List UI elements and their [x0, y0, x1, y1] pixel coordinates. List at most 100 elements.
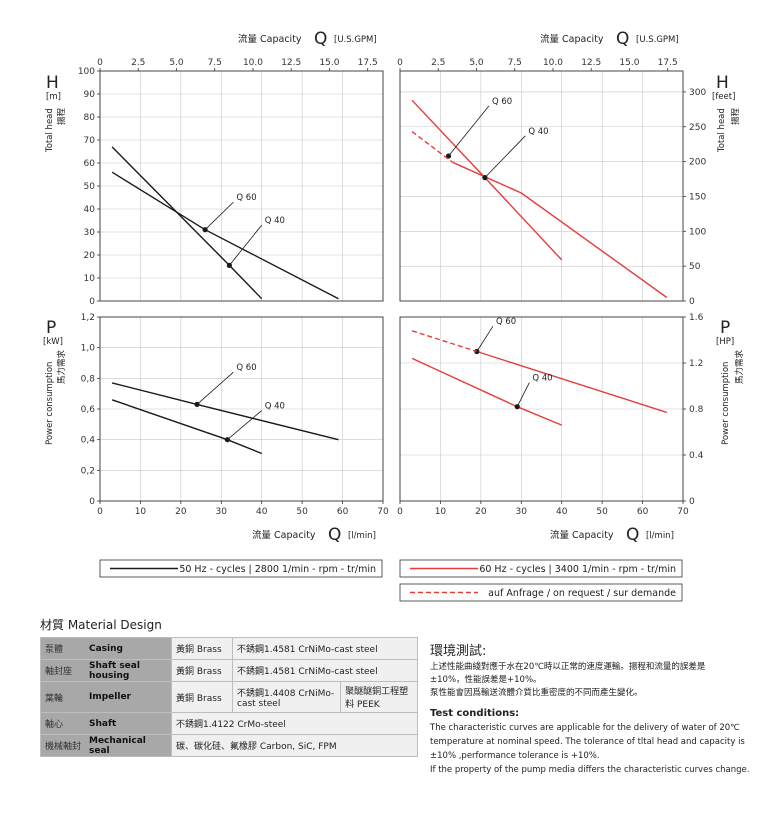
p-symbol-left: P	[46, 318, 56, 338]
callout-line	[227, 410, 262, 440]
y-tick-label: 250	[689, 123, 706, 133]
q-symbol-top-left: Q	[314, 29, 327, 49]
q-symbol-top-right: Q	[616, 29, 629, 49]
test-title-zh: 環境測試:	[430, 644, 487, 659]
h-unit-feet: [feet]	[712, 92, 735, 102]
p-symbol-right: P	[720, 318, 730, 338]
y-tick-label: 0.4	[689, 451, 704, 461]
table-row: 葉輪 Impeller 黃銅 Brass 不銹鋼1.4408 CrNiMo-ca…	[40, 681, 418, 713]
x-tick-label: 30	[516, 507, 528, 517]
plot-frame	[99, 70, 384, 302]
gpm-unit-right: [U.S.GPM]	[636, 35, 679, 45]
series-line	[476, 350, 668, 414]
power-zh-left: 馬力需求	[56, 349, 67, 384]
top-tick-label: 15.0	[619, 58, 639, 68]
power-label-left: Power consumption	[45, 362, 55, 445]
test-line-zh: 上述性能曲綫對應于水在20℃時以正常的速度運輸。揚程和流量的誤差是	[430, 662, 706, 672]
lmin-unit-right: [l/min]	[646, 531, 674, 541]
y-tick-label: 70	[84, 136, 96, 146]
chart-power-50hz: 0 0,2 0,4 0,6 0,8 1,0 1,2 0 10 20 30 40 50 60 70 Q 60 Q …	[81, 313, 389, 517]
head-zh-left: 揚程	[56, 107, 67, 125]
y-tick-label: 150	[689, 192, 706, 202]
y-tick-label: 1,2	[81, 313, 95, 323]
y-tick-label: 80	[84, 113, 96, 123]
y-tick-label: 0,8	[81, 374, 96, 384]
material-value: 黃銅 Brass	[171, 681, 233, 713]
top-tick-label: 15.0	[319, 58, 339, 68]
power-zh-right: 馬力需求	[734, 349, 745, 384]
y-tick-label: 50	[689, 262, 701, 272]
test-title-en: Test conditions:	[430, 708, 520, 719]
y-tick-label: 40	[84, 205, 96, 215]
plot-frame	[399, 316, 684, 502]
callout-label: Q 40	[265, 216, 285, 226]
legend-text-60hz: 60 Hz - cycles | 3400 1/min - rpm - tr/m…	[479, 564, 676, 575]
top-capacity-label-left: 流量 Capacity	[238, 33, 302, 45]
material-part-en: Mechanical seal	[85, 734, 172, 757]
gpm-unit-left: [U.S.GPM]	[334, 35, 377, 45]
test-conditions: 環境測試: 上述性能曲綫對應于水在20℃時以正常的速度運輸。揚程和流量的誤差是 …	[430, 640, 750, 777]
legend-box-60hz	[399, 559, 683, 578]
top-tick-label: 7.5	[208, 58, 222, 68]
top-tick-label: 12.5	[581, 58, 601, 68]
x-tick-label: 50	[296, 507, 308, 517]
x-tick-label: 40	[556, 507, 568, 517]
series-line	[111, 171, 339, 300]
top-tick-label: 17.5	[658, 58, 678, 68]
y-tick-label: 0,4	[81, 436, 96, 446]
top-tick-label: 10.0	[243, 58, 263, 68]
material-part-zh: 機械軸封	[40, 734, 85, 757]
material-part-en: Impeller	[85, 681, 172, 713]
chart-power-60hz: 0 0.4 0.8 1.2 1.6 0 10 20 30 40 50 60 70 Q 60 Q 40	[397, 313, 703, 517]
chart-head-60hz: 0 50 100 150 200 250 300 0 2.5 5.0 7.5 10.0 12.5 15.0…	[397, 58, 706, 307]
y-tick-label: 0	[89, 497, 95, 507]
material-table: 泵體 Casing 黃銅 Brass 不銹鋼1.4581 CrNiMo-cast…	[40, 637, 418, 757]
y-tick-label: 30	[84, 228, 96, 238]
q-symbol-bottom-right: Q	[626, 525, 639, 545]
callout-label: Q 40	[265, 402, 285, 412]
bottom-capacity-label-left: 流量 Capacity	[252, 529, 316, 541]
lmin-unit-left: [l/min]	[348, 531, 376, 541]
y-tick-label: 0	[689, 297, 695, 307]
power-label-right: Power consumption	[721, 362, 731, 445]
series-line	[411, 131, 454, 163]
table-row: 軸封座 Shaft seal housing 黃銅 Brass 不銹鋼1.458…	[40, 659, 418, 682]
callout-label: Q 60	[236, 193, 256, 203]
series-line	[411, 330, 478, 353]
y-tick-label: 1.2	[689, 359, 703, 369]
top-tick-label: 12.5	[281, 58, 301, 68]
top-tick-label: 5.0	[169, 58, 184, 68]
x-tick-label: 0	[397, 507, 403, 517]
y-tick-label: 0	[689, 497, 695, 507]
y-tick-label: 300	[689, 88, 706, 98]
pump-curve-charts: 流量 Capacity Q [U.S.GPM] 流量 Capacity Q [U…	[43, 29, 745, 602]
table-row: 泵體 Casing 黃銅 Brass 不銹鋼1.4581 CrNiMo-cast…	[40, 637, 418, 660]
plot-frame	[399, 70, 684, 302]
material-part-zh: 軸心	[40, 712, 85, 735]
material-part-zh: 軸封座	[40, 659, 85, 682]
top-tick-label: 2.5	[431, 58, 445, 68]
material-value: 不銹鋼1.4122 CrMo-steel	[171, 712, 418, 735]
y-tick-label: 100	[78, 67, 95, 77]
y-tick-label: 90	[84, 90, 96, 100]
h-symbol-left: H	[46, 73, 59, 93]
callout-label: Q 40	[532, 374, 552, 384]
x-tick-label: 10	[435, 507, 447, 517]
callout-line	[516, 382, 530, 407]
h-symbol-right: H	[716, 73, 729, 93]
x-tick-label: 70	[377, 507, 389, 517]
legend-text-50hz: 50 Hz - cycles | 2800 1/min - rpm - tr/m…	[179, 564, 376, 575]
x-tick-label: 30	[216, 507, 228, 517]
x-tick-label: 0	[97, 507, 103, 517]
legend-box-request	[399, 583, 683, 602]
top-tick-label: 17.5	[358, 58, 378, 68]
material-value: 碳、碳化硅、氟橡膠 Carbon, SiC, FPM	[171, 734, 418, 757]
x-tick-label: 10	[135, 507, 147, 517]
material-value: 黃銅 Brass	[171, 659, 233, 682]
callout-line	[204, 201, 234, 230]
material-value: 不銹鋼1.4581 CrNiMo-cast steel	[232, 659, 418, 682]
callout-label: Q 40	[528, 127, 548, 137]
y-tick-label: 1,0	[81, 344, 96, 354]
